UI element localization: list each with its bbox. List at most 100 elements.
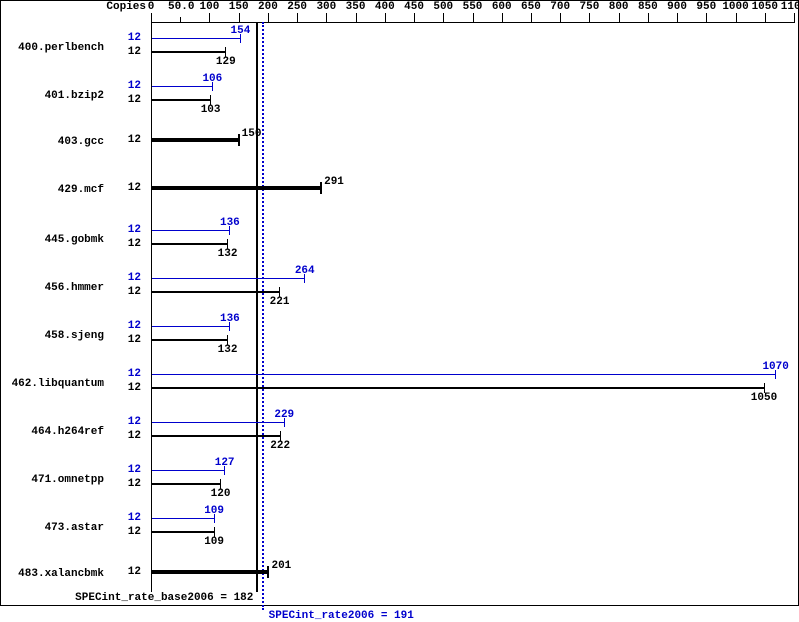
axis-tick-label: 0 xyxy=(148,1,155,13)
axis-tick xyxy=(268,13,269,23)
axis-tick-label: 300 xyxy=(316,1,337,13)
axis-tick-label: 450 xyxy=(404,1,425,13)
copies-base: 12 xyxy=(111,182,141,194)
bar-peak xyxy=(151,326,230,327)
bar-base xyxy=(151,570,268,574)
benchmark-name: 473.astar xyxy=(1,522,104,534)
bar-peak-value: 109 xyxy=(204,505,224,517)
copies-peak: 12 xyxy=(111,272,141,284)
benchmark-name: 462.libquantum xyxy=(1,378,104,390)
axis-tick-label: 350 xyxy=(345,1,366,13)
bar-peak-value: 154 xyxy=(231,25,251,37)
axis-tick-label: 1000 xyxy=(722,1,750,13)
benchmark-name: 429.mcf xyxy=(1,184,104,196)
bar-peak xyxy=(151,470,225,471)
copies-base: 12 xyxy=(111,134,141,146)
bar-base xyxy=(151,186,321,190)
axis-tick-label: 1100 xyxy=(780,1,799,13)
bar-peak xyxy=(151,38,241,39)
bar-peak-value: 136 xyxy=(220,217,240,229)
benchmark-name: 483.xalancbmk xyxy=(1,568,104,580)
copies-base: 12 xyxy=(111,478,141,490)
axis-tick xyxy=(531,13,532,23)
axis-tick-label: 400 xyxy=(374,1,395,13)
axis-tick-label: 750 xyxy=(579,1,600,13)
bar-base-endcap xyxy=(238,134,240,146)
bar-base-endcap xyxy=(320,182,322,194)
axis-tick xyxy=(239,13,240,23)
axis-tick-label: 900 xyxy=(667,1,688,13)
bar-peak xyxy=(151,86,213,87)
axis-tick-label: 200 xyxy=(257,1,278,13)
bar-peak-value: 229 xyxy=(274,409,294,421)
bar-base xyxy=(151,51,226,53)
axis-tick xyxy=(619,13,620,23)
bar-base-value: 222 xyxy=(270,440,290,452)
bar-base-value: 201 xyxy=(271,560,291,572)
ref-label-base: SPECint_rate_base2006 = 182 xyxy=(1,592,253,604)
bar-base xyxy=(151,243,228,245)
bar-peak-value: 106 xyxy=(202,73,222,85)
copies-base: 12 xyxy=(111,430,141,442)
benchmark-name: 445.gobmk xyxy=(1,234,104,246)
bar-peak xyxy=(151,278,305,279)
copies-base: 12 xyxy=(111,238,141,250)
copies-header: Copies xyxy=(104,1,146,13)
bar-base xyxy=(151,339,228,341)
axis-tick xyxy=(297,13,298,23)
benchmark-name: 458.sjeng xyxy=(1,330,104,342)
bar-peak xyxy=(151,422,285,423)
bar-peak-value: 264 xyxy=(295,265,315,277)
bar-base-value: 109 xyxy=(204,536,224,548)
copies-peak: 12 xyxy=(111,368,141,380)
axis-origin-line xyxy=(151,22,152,592)
axis-tick xyxy=(356,13,357,23)
bar-base xyxy=(151,138,239,142)
bar-peak xyxy=(151,230,230,231)
axis-tick-label: 850 xyxy=(637,1,658,13)
copies-peak: 12 xyxy=(111,224,141,236)
bar-base-value: 103 xyxy=(201,104,221,116)
axis-tick-label: 250 xyxy=(287,1,308,13)
copies-base: 12 xyxy=(111,566,141,578)
benchmark-name: 464.h264ref xyxy=(1,426,104,438)
copies-peak: 12 xyxy=(111,80,141,92)
bar-base-value: 150 xyxy=(242,128,262,140)
axis-tick-label: 700 xyxy=(550,1,571,13)
axis-tick xyxy=(677,13,678,23)
copies-base: 12 xyxy=(111,382,141,394)
bar-base xyxy=(151,99,211,101)
bar-base-value: 129 xyxy=(216,56,236,68)
bar-base-value: 132 xyxy=(218,248,238,260)
axis-tick-label: 500 xyxy=(433,1,454,13)
axis-tick xyxy=(326,13,327,23)
axis-tick xyxy=(560,13,561,23)
bar-base xyxy=(151,483,221,485)
copies-base: 12 xyxy=(111,526,141,538)
copies-peak: 12 xyxy=(111,32,141,44)
benchmark-name: 400.perlbench xyxy=(1,42,104,54)
bar-base xyxy=(151,435,281,437)
copies-peak: 12 xyxy=(111,416,141,428)
copies-base: 12 xyxy=(111,94,141,106)
axis-tick xyxy=(794,13,795,23)
bar-peak xyxy=(151,374,776,375)
bar-peak-value: 127 xyxy=(215,457,235,469)
axis-tick-label: 950 xyxy=(696,1,717,13)
axis-tick xyxy=(589,13,590,23)
bar-peak xyxy=(151,518,215,519)
axis-tick-label: 100 xyxy=(199,1,220,13)
axis-tick xyxy=(765,13,766,23)
benchmark-name: 456.hmmer xyxy=(1,282,104,294)
axis-tick xyxy=(473,13,474,23)
axis-tick xyxy=(385,13,386,23)
copies-peak: 12 xyxy=(111,512,141,524)
ref-line-base xyxy=(256,22,258,592)
copies-peak: 12 xyxy=(111,320,141,332)
axis-tick-label: 650 xyxy=(520,1,541,13)
benchmark-name: 471.omnetpp xyxy=(1,474,104,486)
bar-peak-value: 136 xyxy=(220,313,240,325)
axis-tick xyxy=(648,13,649,23)
axis-tick xyxy=(414,13,415,23)
benchmark-name: 403.gcc xyxy=(1,136,104,148)
